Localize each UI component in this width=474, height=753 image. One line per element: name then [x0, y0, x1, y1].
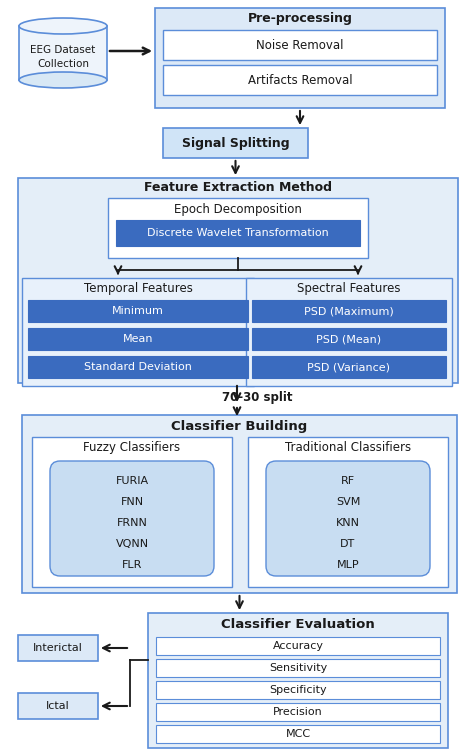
Bar: [252, 328, 446, 350]
Ellipse shape: [19, 72, 107, 88]
Text: PSD (Variance): PSD (Variance): [308, 362, 391, 372]
Bar: [156, 725, 440, 743]
Text: MCC: MCC: [285, 729, 310, 739]
Text: Discrete Wavelet Transformation: Discrete Wavelet Transformation: [147, 228, 329, 238]
Bar: [108, 198, 368, 258]
Text: Noise Removal: Noise Removal: [256, 38, 344, 51]
Bar: [252, 356, 446, 378]
Text: Standard Deviation: Standard Deviation: [84, 362, 192, 372]
Bar: [32, 437, 232, 587]
Text: Interictal: Interictal: [33, 643, 83, 653]
Bar: [156, 681, 440, 699]
Text: Sensitivity: Sensitivity: [269, 663, 327, 673]
Text: SVM: SVM: [336, 497, 360, 507]
Text: Mean: Mean: [123, 334, 153, 344]
Text: DT: DT: [340, 539, 356, 549]
Text: Specificity: Specificity: [269, 685, 327, 695]
Bar: [18, 178, 458, 383]
Bar: [18, 693, 98, 719]
FancyBboxPatch shape: [266, 461, 430, 576]
Bar: [246, 278, 452, 386]
Text: Classifier Evaluation: Classifier Evaluation: [221, 617, 375, 630]
Text: FNN: FNN: [120, 497, 144, 507]
Bar: [155, 8, 445, 108]
Text: Traditional Classifiers: Traditional Classifiers: [285, 441, 411, 453]
Text: Accuracy: Accuracy: [273, 641, 323, 651]
Text: Feature Extraction Method: Feature Extraction Method: [144, 181, 332, 194]
Bar: [252, 300, 446, 322]
Bar: [28, 328, 248, 350]
Bar: [22, 415, 457, 593]
Bar: [163, 65, 437, 95]
Bar: [116, 220, 360, 246]
Ellipse shape: [19, 18, 107, 34]
Text: VQNN: VQNN: [116, 539, 148, 549]
Bar: [163, 30, 437, 60]
Bar: [19, 26, 107, 80]
Text: FURIA: FURIA: [116, 476, 148, 486]
Text: FRNN: FRNN: [117, 518, 147, 528]
Text: Epoch Decomposition: Epoch Decomposition: [174, 203, 302, 215]
Text: Ictal: Ictal: [46, 701, 70, 711]
Bar: [156, 703, 440, 721]
Text: Signal Splitting: Signal Splitting: [182, 136, 289, 150]
Text: Precision: Precision: [273, 707, 323, 717]
Bar: [156, 637, 440, 655]
Text: 70-30 split: 70-30 split: [222, 391, 292, 404]
Bar: [248, 437, 448, 587]
Bar: [163, 128, 308, 158]
Text: PSD (Mean): PSD (Mean): [317, 334, 382, 344]
Bar: [28, 356, 248, 378]
Text: MLP: MLP: [337, 560, 359, 570]
Bar: [22, 278, 254, 386]
Text: Artifacts Removal: Artifacts Removal: [248, 74, 352, 87]
Text: Fuzzy Classifiers: Fuzzy Classifiers: [83, 441, 181, 453]
Bar: [28, 300, 248, 322]
Text: Spectral Features: Spectral Features: [297, 282, 401, 294]
Text: Pre-processing: Pre-processing: [247, 11, 353, 25]
Text: Temporal Features: Temporal Features: [83, 282, 192, 294]
Bar: [156, 659, 440, 677]
Text: PSD (Maximum): PSD (Maximum): [304, 306, 394, 316]
Text: FLR: FLR: [122, 560, 142, 570]
Bar: [148, 613, 448, 748]
Text: Classifier Building: Classifier Building: [172, 419, 308, 432]
Text: RF: RF: [341, 476, 355, 486]
Text: KNN: KNN: [336, 518, 360, 528]
Text: Minimum: Minimum: [112, 306, 164, 316]
Bar: [18, 635, 98, 661]
Text: EEG Dataset
Collection: EEG Dataset Collection: [30, 45, 96, 69]
FancyBboxPatch shape: [50, 461, 214, 576]
